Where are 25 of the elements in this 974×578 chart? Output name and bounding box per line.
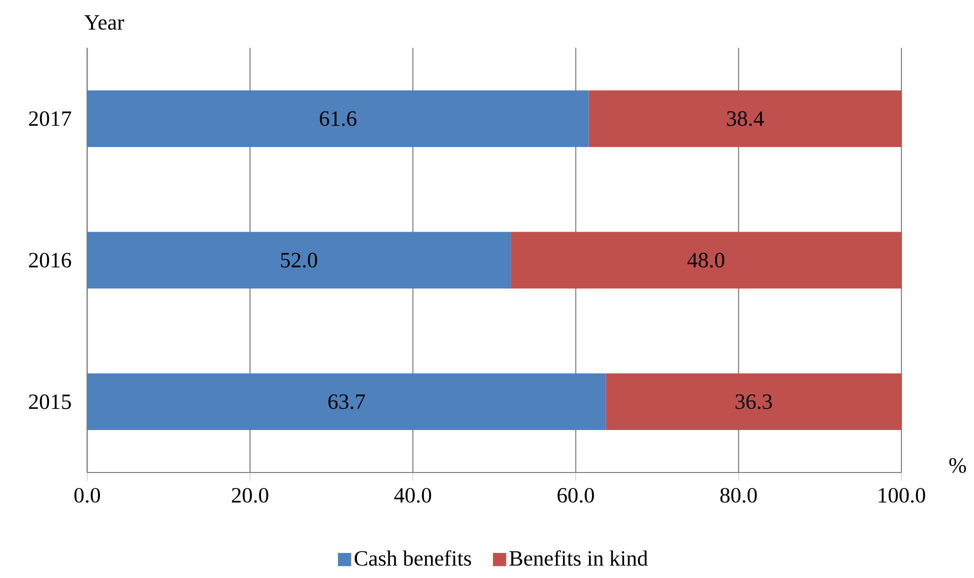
data-label: 52.0 bbox=[281, 253, 318, 268]
bar bbox=[87, 232, 511, 289]
x-tick-label: 60.0 bbox=[558, 488, 594, 504]
data-label: 48.0 bbox=[687, 253, 724, 268]
bar bbox=[87, 90, 589, 148]
data-label: 36.3 bbox=[736, 394, 772, 410]
data-label: 38.4 bbox=[727, 111, 764, 126]
x-tick-label: 80.0 bbox=[720, 488, 757, 504]
data-label: 63.7 bbox=[328, 394, 365, 410]
data-label: 61.6 bbox=[320, 112, 356, 126]
y-tick-label: 2016 bbox=[29, 253, 72, 268]
x-tick-label: 100.0 bbox=[878, 488, 926, 504]
bar bbox=[588, 90, 902, 148]
x-axis-title: % bbox=[949, 458, 966, 474]
bar bbox=[87, 374, 606, 430]
x-tick-label: 40.0 bbox=[394, 488, 432, 504]
legend-label: Cash benefits bbox=[354, 550, 472, 566]
y-tick-label: 2015 bbox=[29, 394, 71, 410]
legend-label: Benefits in kind bbox=[509, 550, 648, 566]
bar bbox=[606, 374, 902, 430]
bar bbox=[510, 232, 902, 289]
x-tick-label: 0.0 bbox=[74, 488, 100, 504]
y-tick-label: 2017 bbox=[29, 112, 72, 126]
x-tick-label: 20.0 bbox=[232, 488, 268, 504]
y-axis-title: Year bbox=[84, 16, 124, 30]
